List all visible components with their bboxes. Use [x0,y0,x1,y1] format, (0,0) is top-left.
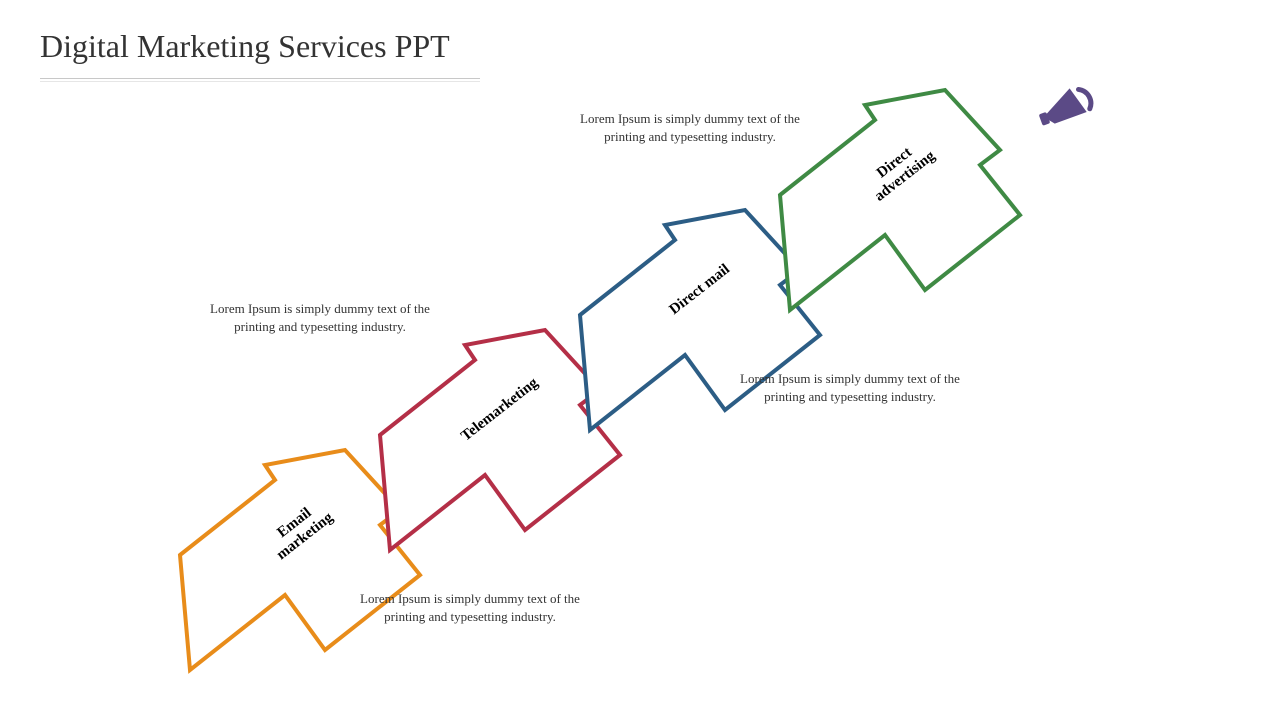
arrow-description: Lorem Ipsum is simply dummy text of the … [190,300,450,335]
arrow-description: Lorem Ipsum is simply dummy text of the … [340,590,600,625]
title-rule [40,78,480,82]
megaphone-icon [1035,75,1095,140]
page-title: Digital Marketing Services PPT [40,28,450,65]
arrow-description: Lorem Ipsum is simply dummy text of the … [720,370,980,405]
arrow-step-4: Direct advertising [770,80,1030,260]
arrow-description: Lorem Ipsum is simply dummy text of the … [560,110,820,145]
